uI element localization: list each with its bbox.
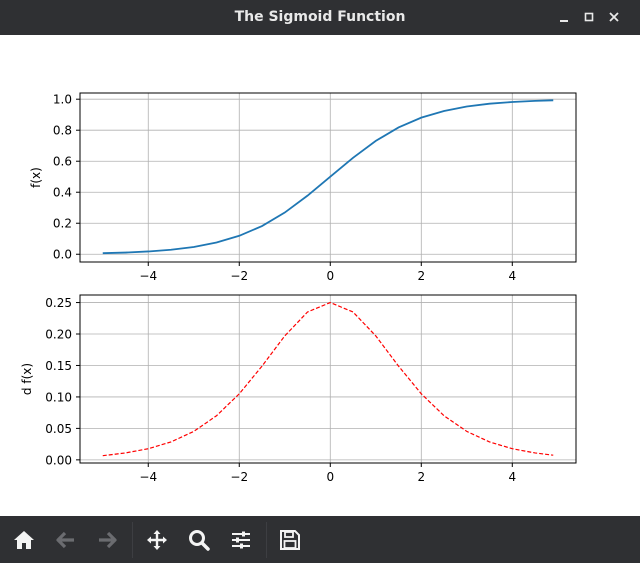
toolbar-separator — [266, 522, 267, 558]
zoom-button[interactable] — [186, 527, 212, 553]
move-icon — [147, 530, 167, 550]
figure-canvas[interactable]: −4 −2 0 2 4 0.0 0.2 0.4 0.6 0.8 1.0 f(x) −4 −2 0 2 4 0.00… — [0, 35, 640, 516]
configure-subplots-button[interactable] — [228, 527, 254, 553]
x-tick-label: −2 — [230, 470, 248, 484]
y-tick-label: 0.2 — [53, 217, 72, 231]
x-tick-label: 2 — [417, 470, 425, 484]
subplot-1: −4 −2 0 2 4 0.0 0.2 0.4 0.6 0.8 1.0 f(x) — [29, 92, 577, 283]
back-button[interactable] — [53, 527, 79, 553]
axes-frame — [79, 92, 577, 263]
x-tick-label: −4 — [139, 269, 157, 283]
close-icon — [609, 12, 619, 22]
pan-button[interactable] — [144, 527, 170, 553]
y-axis-label: d f(x) — [20, 363, 34, 395]
y-tick-label: 0.6 — [53, 155, 72, 169]
axes-frame — [79, 294, 577, 464]
x-tick-label: 0 — [326, 269, 334, 283]
x-tick-label: −4 — [139, 470, 157, 484]
x-tick-label: −2 — [230, 269, 248, 283]
arrow-right-icon — [99, 531, 117, 549]
y-tick-label: 0.4 — [53, 186, 72, 200]
y-tick-label: 0.0 — [53, 248, 72, 262]
y-tick-label: 0.8 — [53, 124, 72, 138]
figure-svg[interactable]: −4 −2 0 2 4 0.0 0.2 0.4 0.6 0.8 1.0 f(x) −4 −2 0 2 4 0.00… — [0, 35, 640, 516]
window-titlebar: The Sigmoid Function — [0, 0, 640, 35]
maximize-button[interactable] — [580, 8, 598, 26]
y-axis-label: f(x) — [29, 167, 43, 188]
x-tick-label: 4 — [508, 269, 516, 283]
home-icon — [14, 531, 34, 549]
forward-button[interactable] — [94, 527, 120, 553]
close-button[interactable] — [605, 8, 623, 26]
minimize-icon — [560, 20, 568, 22]
y-tick-label: 0.25 — [45, 296, 72, 310]
x-tick-label: 4 — [508, 470, 516, 484]
y-tick-label: 0.10 — [45, 390, 72, 404]
y-tick-label: 0.15 — [45, 359, 72, 373]
save-button[interactable] — [277, 527, 303, 553]
window-title: The Sigmoid Function — [234, 9, 406, 25]
y-tick-label: 0.00 — [45, 453, 72, 467]
y-tick-label: 0.20 — [45, 328, 72, 342]
floppy-disk-icon — [280, 530, 300, 550]
y-tick-label: 1.0 — [53, 93, 72, 107]
maximize-icon — [584, 12, 594, 22]
sliders-icon — [232, 531, 250, 549]
home-button[interactable] — [11, 527, 37, 553]
subplot-2: −4 −2 0 2 4 0.00 0.05 0.10 0.15 0.20 0.25 d f(x) — [20, 294, 577, 484]
y-tick-label: 0.05 — [45, 422, 72, 436]
x-tick-label: 2 — [417, 269, 425, 283]
minimize-button[interactable] — [555, 8, 573, 26]
series-line — [102, 301, 554, 457]
navigation-toolbar — [0, 516, 640, 563]
series-line — [102, 99, 554, 255]
magnifier-icon — [189, 530, 210, 551]
arrow-left-icon — [56, 531, 74, 549]
toolbar-separator — [132, 522, 133, 558]
x-tick-label: 0 — [326, 470, 334, 484]
